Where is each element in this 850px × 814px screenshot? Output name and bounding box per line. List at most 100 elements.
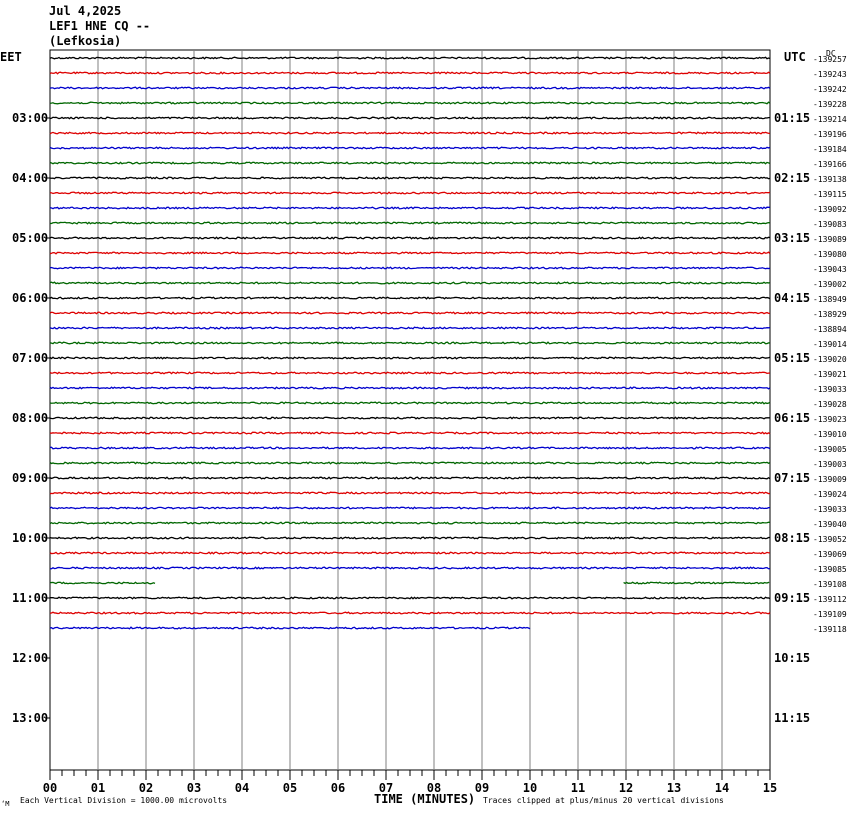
trace-row-16: [49, 296, 771, 300]
trace-offset-label: -139043: [813, 265, 847, 274]
left-hour-label: 06:00: [12, 291, 48, 305]
trace-offset-label: -139257: [813, 55, 847, 64]
trace-row-34: [49, 566, 771, 570]
trace-offset-label: -139080: [813, 250, 847, 259]
x-tick-label: 10: [523, 781, 537, 795]
trace-offset-label: -139214: [813, 115, 847, 124]
x-tick-label: 06: [331, 781, 345, 795]
right-hour-label: 02:15: [774, 171, 810, 185]
right-timezone-label: UTC: [784, 50, 806, 64]
trace-offset-label: -139033: [813, 385, 847, 394]
left-hour-label: 09:00: [12, 471, 48, 485]
trace-offset-label: -139118: [813, 625, 847, 634]
trace-row-25: [49, 431, 771, 435]
trace-row-29: [49, 491, 771, 495]
left-hour-label: 05:00: [12, 231, 48, 245]
x-tick-label: 01: [91, 781, 105, 795]
trace-offset-label: -139242: [813, 85, 847, 94]
left-hour-label: 12:00: [12, 651, 48, 665]
left-timezone-label: EET: [0, 50, 22, 64]
x-axis-title: TIME (MINUTES): [374, 792, 475, 806]
trace-row-30: [49, 506, 771, 510]
trace-offset-label: -139112: [813, 595, 847, 604]
trace-offset-label: -138929: [813, 310, 847, 319]
trace-row-2: [49, 86, 771, 90]
trace-offset-label: -139003: [813, 460, 847, 469]
trace-row-0: [49, 56, 771, 60]
trace-offset-label: -139069: [813, 550, 847, 559]
left-hour-label: 11:00: [12, 591, 48, 605]
x-tick-label: 03: [187, 781, 201, 795]
trace-row-20: [49, 356, 771, 360]
dc-label: DC: [826, 49, 836, 58]
right-hour-label: 08:15: [774, 531, 810, 545]
trace-row-5: [49, 131, 771, 135]
trace-row-15: [49, 281, 771, 285]
trace-offset-label: -139109: [813, 610, 847, 619]
trace-row-10: [49, 206, 771, 210]
left-hour-label: 13:00: [12, 711, 48, 725]
trace-offset-label: -139243: [813, 70, 847, 79]
trace-offset-label: -139052: [813, 535, 847, 544]
right-hour-label: 07:15: [774, 471, 810, 485]
trace-offset-label: -139021: [813, 370, 847, 379]
x-tick-label: 05: [283, 781, 297, 795]
trace-offset-label: -139184: [813, 145, 847, 154]
x-tick-label: 08: [427, 781, 441, 795]
left-hour-label: 08:00: [12, 411, 48, 425]
trace-row-9: [49, 191, 771, 195]
trace-row-13: [49, 251, 771, 255]
clip-note: Traces clipped at plus/minus 20 vertical…: [483, 796, 724, 805]
trace-offset-label: -139166: [813, 160, 847, 169]
trace-offset-label: -138949: [813, 295, 847, 304]
trace-row-26: [49, 446, 771, 450]
trace-row-14: [49, 266, 771, 270]
plot-frame: [49, 49, 771, 771]
x-tick-label: 12: [619, 781, 633, 795]
x-tick-label: 02: [139, 781, 153, 795]
trace-row-24: [49, 416, 771, 420]
right-hour-label: 04:15: [774, 291, 810, 305]
trace-row-8: [49, 176, 771, 180]
x-tick-label: 15: [763, 781, 777, 795]
trace-row-18: [49, 326, 771, 330]
trace-row-27: [49, 461, 771, 465]
x-tick-label: 13: [667, 781, 681, 795]
trace-row-28: [49, 476, 771, 480]
trace-row-31: [49, 521, 771, 525]
trace-row-36: [49, 596, 771, 600]
trace-offset-label: -138894: [813, 325, 847, 334]
trace-row-32: [49, 536, 771, 540]
trace-row-37: [49, 611, 771, 615]
trace-row-3: [49, 101, 771, 105]
trace-row-17: [49, 311, 771, 315]
trace-offset-label: -139009: [813, 475, 847, 484]
date-label: Jul 4,2025: [49, 4, 122, 18]
trace-offset-label: -139024: [813, 490, 847, 499]
left-hour-label: 10:00: [12, 531, 48, 545]
left-hour-label: 04:00: [12, 171, 48, 185]
trace-offset-label: -139033: [813, 505, 847, 514]
left-hour-label: 07:00: [12, 351, 48, 365]
trace-offset-label: -139040: [813, 520, 847, 529]
x-tick-label: 09: [475, 781, 489, 795]
trace-offset-label: -139089: [813, 235, 847, 244]
right-hour-label: 05:15: [774, 351, 810, 365]
x-tick-label: 14: [715, 781, 729, 795]
x-tick-label: 04: [235, 781, 249, 795]
trace-offset-label: -139014: [813, 340, 847, 349]
axis-labels: 00 01 02 03 04 05 06 07 08 09 10 11 12 13 14 15 -139257 -…: [12, 55, 847, 795]
trace-row-7: [49, 161, 771, 165]
trace-row-35: [623, 581, 770, 585]
trace-offset-label: -139196: [813, 130, 847, 139]
trace-row-33: [49, 551, 771, 555]
right-hour-label: 01:15: [774, 111, 810, 125]
trace-offset-label: -139115: [813, 190, 847, 199]
trace-offset-label: -139228: [813, 100, 847, 109]
trace-offset-label: -139138: [813, 175, 847, 184]
trace-offset-label: -139028: [813, 400, 847, 409]
trace-row-4: [49, 116, 771, 120]
trace-offset-label: -139085: [813, 565, 847, 574]
trace-offset-label: -139092: [813, 205, 847, 214]
